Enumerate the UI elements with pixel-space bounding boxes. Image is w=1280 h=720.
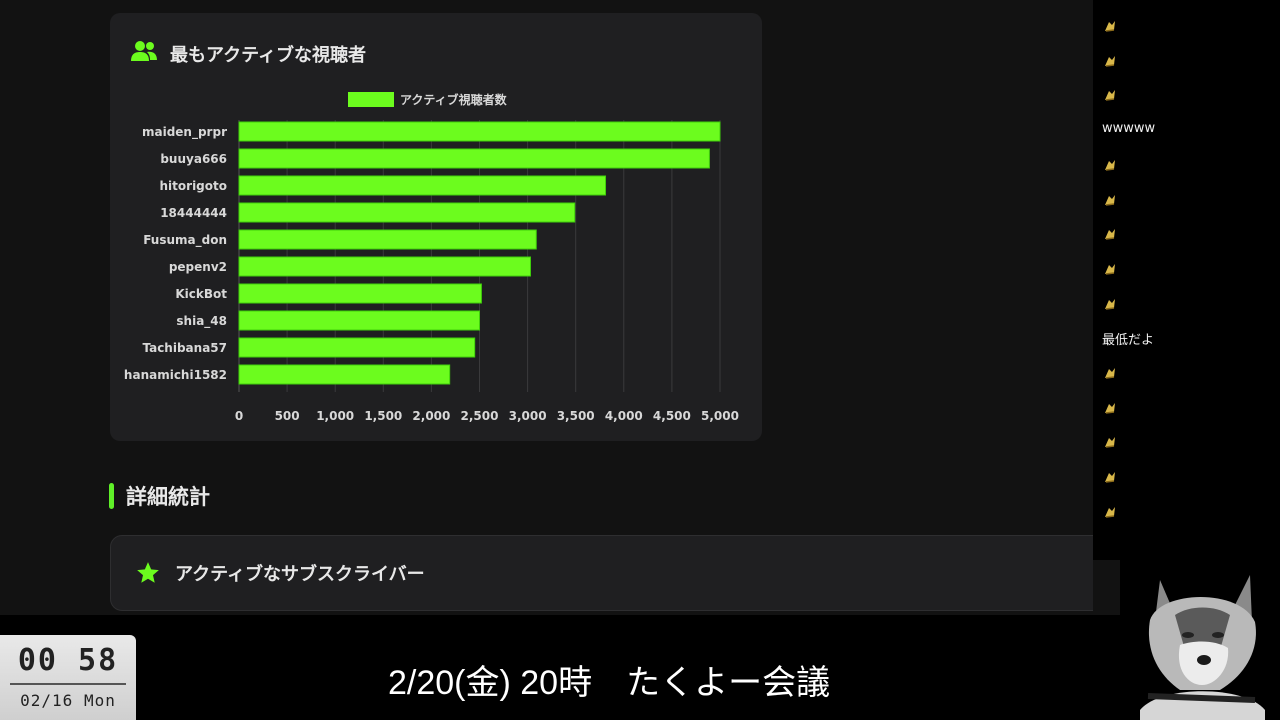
bar-Fusuma_don — [238, 229, 537, 250]
card-title: 最もアクティブな視聴者 — [170, 45, 367, 66]
y-tick-label: shia_48 — [176, 314, 227, 329]
chat-emote-icon — [1105, 194, 1115, 206]
bar-hitorigoto — [238, 175, 607, 196]
active-viewers-card: 最もアクティブな視聴者 アクティブ視聴者数 0 500 1,000 1,500 2,00… — [110, 13, 762, 441]
clock-date: 02/16 Mon — [20, 691, 116, 710]
x-tick-label: 4,500 — [653, 409, 691, 423]
bar-18444444 — [238, 202, 576, 223]
chat-emote-icon — [1105, 298, 1115, 310]
chat-emote-icon — [1105, 159, 1115, 171]
y-tick-label: pepenv2 — [169, 260, 227, 274]
stats-page: 最もアクティブな視聴者 アクティブ視聴者数 0 500 1,000 1,500 2,00… — [109, 13, 1093, 611]
section-accent-bar — [109, 483, 114, 509]
y-tick-label: hitorigoto — [160, 179, 227, 193]
y-tick-label: buuya666 — [160, 152, 227, 166]
y-tick-label: Tachibana57 — [142, 341, 227, 355]
chat-emote-icon — [1105, 229, 1115, 240]
y-tick-label: maiden_prpr — [142, 125, 227, 140]
active-viewers-chart: 0 500 1,000 1,500 2,000 2,500 3,000 3,500 4,000 4… — [124, 120, 739, 423]
users-icon — [131, 41, 157, 61]
chat-message: 最低だよ — [1102, 333, 1155, 349]
x-tick-label: 3,000 — [509, 409, 547, 423]
chat-emote-icon — [1105, 90, 1115, 102]
active-subscribers-card[interactable]: アクティブなサブスクライバー — [110, 535, 1093, 611]
subcard-title: アクティブなサブスクライバー — [175, 564, 425, 585]
chart-legend[interactable]: アクティブ視聴者数 — [348, 91, 507, 108]
section-title: 詳細統計 — [126, 485, 210, 509]
bar-buuya666 — [238, 148, 710, 169]
clock-time: 00 58 — [17, 643, 119, 678]
chat-emote-icon — [1105, 368, 1115, 379]
legend-label: アクティブ視聴者数 — [400, 93, 507, 107]
x-tick-label: 3,500 — [557, 409, 595, 423]
chat-overlay: wwwww 最低だよ — [1093, 0, 1280, 560]
bar-hanamichi1582 — [238, 364, 451, 385]
bar-maiden_prpr — [238, 121, 721, 142]
announcement-text: 2/20(金) 20時 たくよー会議 — [388, 664, 831, 702]
x-tick-label: 5,000 — [701, 409, 739, 423]
bar-Tachibana57 — [238, 337, 476, 358]
star-icon — [137, 562, 159, 583]
x-tick-label: 1,000 — [316, 409, 354, 423]
x-tick-label: 0 — [235, 409, 243, 423]
bottom-bar: 00 58 02/16 Mon 2/20(金) 20時 たくよー会議 — [0, 615, 1280, 720]
chat-message: wwwww — [1102, 121, 1156, 137]
y-tick-label: hanamichi1582 — [124, 368, 227, 382]
bar-pepenv2 — [238, 256, 531, 277]
husky-avatar — [1120, 560, 1280, 720]
y-tick-label: Fusuma_don — [143, 233, 227, 248]
chat-emote-icon — [1105, 506, 1115, 518]
y-tick-label: KickBot — [175, 287, 227, 301]
x-tick-label: 2,500 — [461, 409, 499, 423]
bar-KickBot — [238, 283, 482, 304]
x-tick-label: 2,000 — [412, 409, 450, 423]
bar-shia_48 — [238, 310, 480, 331]
chat-emote-icon — [1105, 263, 1115, 275]
chat-emote-icon — [1105, 402, 1115, 414]
legend-swatch — [348, 92, 394, 107]
chat-emote-icon — [1105, 437, 1115, 449]
section-header: 詳細統計 — [109, 481, 210, 511]
chat-emote-icon — [1105, 472, 1115, 483]
x-tick-label: 1,500 — [364, 409, 402, 423]
chat-emote-icon — [1105, 21, 1115, 32]
clock-divider — [10, 683, 126, 685]
clock-widget: 00 58 02/16 Mon — [0, 635, 136, 720]
y-tick-label: 18444444 — [160, 206, 227, 220]
chat-emote-icon — [1105, 55, 1115, 67]
x-tick-label: 500 — [275, 409, 300, 423]
x-tick-label: 4,000 — [605, 409, 643, 423]
